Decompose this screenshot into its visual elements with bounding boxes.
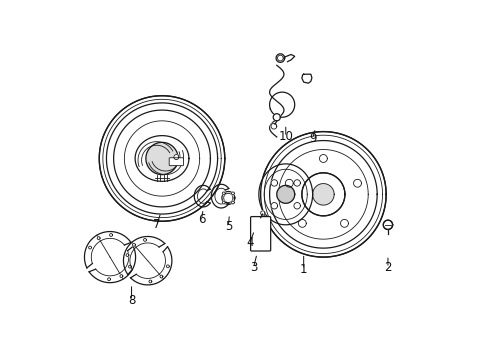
FancyBboxPatch shape xyxy=(250,217,270,251)
Polygon shape xyxy=(128,265,131,268)
Polygon shape xyxy=(145,142,178,175)
Polygon shape xyxy=(312,184,333,205)
Text: 10: 10 xyxy=(278,130,293,144)
Polygon shape xyxy=(143,238,146,241)
Polygon shape xyxy=(160,275,163,278)
Polygon shape xyxy=(222,192,234,204)
Polygon shape xyxy=(222,192,225,195)
Polygon shape xyxy=(109,234,112,237)
Text: 3: 3 xyxy=(249,261,257,274)
Text: 9: 9 xyxy=(308,132,316,145)
Polygon shape xyxy=(149,280,151,283)
Polygon shape xyxy=(301,74,311,83)
Polygon shape xyxy=(301,173,344,216)
Polygon shape xyxy=(107,278,110,281)
Text: 1: 1 xyxy=(299,263,307,276)
Polygon shape xyxy=(132,243,135,246)
Polygon shape xyxy=(383,220,392,229)
Polygon shape xyxy=(231,201,234,204)
Polygon shape xyxy=(174,154,179,159)
Text: 2: 2 xyxy=(384,261,391,274)
Polygon shape xyxy=(231,192,234,195)
Polygon shape xyxy=(84,231,131,268)
Polygon shape xyxy=(97,237,100,239)
Polygon shape xyxy=(270,180,277,186)
Text: 6: 6 xyxy=(197,213,205,226)
Polygon shape xyxy=(270,123,276,129)
Polygon shape xyxy=(293,203,300,209)
Polygon shape xyxy=(353,179,361,187)
Polygon shape xyxy=(260,132,386,257)
Polygon shape xyxy=(258,164,312,225)
Polygon shape xyxy=(293,180,300,186)
Polygon shape xyxy=(270,203,277,209)
Polygon shape xyxy=(319,154,326,162)
Polygon shape xyxy=(276,185,294,203)
Polygon shape xyxy=(285,179,293,187)
Polygon shape xyxy=(135,136,188,181)
Polygon shape xyxy=(99,96,224,221)
Polygon shape xyxy=(222,201,225,204)
Polygon shape xyxy=(89,246,135,283)
Polygon shape xyxy=(166,265,169,268)
Polygon shape xyxy=(120,275,122,278)
Text: 7: 7 xyxy=(153,218,160,231)
Polygon shape xyxy=(260,211,264,215)
Polygon shape xyxy=(340,219,348,227)
Text: 5: 5 xyxy=(224,220,232,233)
Polygon shape xyxy=(126,254,129,256)
Polygon shape xyxy=(276,54,284,62)
Polygon shape xyxy=(273,114,280,121)
Text: 4: 4 xyxy=(245,236,253,249)
Polygon shape xyxy=(88,246,91,249)
Text: 8: 8 xyxy=(127,294,135,307)
Polygon shape xyxy=(298,219,305,227)
FancyBboxPatch shape xyxy=(169,158,183,166)
Polygon shape xyxy=(123,237,164,275)
Polygon shape xyxy=(130,247,171,285)
